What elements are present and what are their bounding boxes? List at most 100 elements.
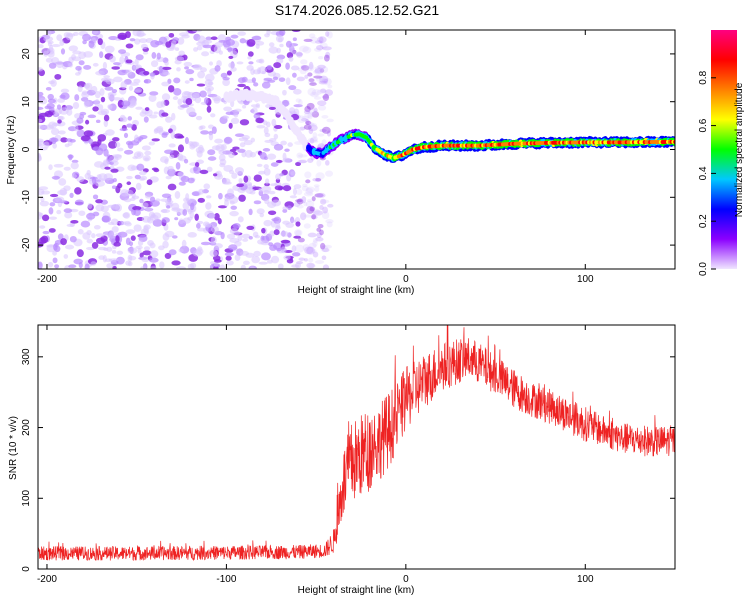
noise-blob: [141, 256, 150, 263]
noise-blob: [58, 130, 66, 135]
noise-blob: [159, 261, 165, 269]
noise-blob: [192, 30, 203, 33]
noise-blob: [91, 233, 96, 239]
noise-blob: [258, 261, 268, 265]
noise-blob: [304, 112, 313, 118]
noise-blob: [271, 217, 280, 222]
noise-blob: [136, 163, 145, 171]
noise-blob: [167, 183, 177, 191]
noise-blob: [263, 164, 269, 169]
noise-blob: [91, 85, 98, 93]
noise-blob: [86, 229, 92, 236]
noise-blob: [236, 61, 244, 65]
noise-blob: [232, 230, 241, 236]
noise-blob: [303, 258, 308, 262]
noise-blob: [321, 114, 329, 119]
noise-blob: [195, 115, 203, 121]
noise-blob: [189, 144, 196, 150]
noise-blob: [77, 229, 84, 235]
noise-blob: [125, 43, 134, 49]
noise-blob: [180, 175, 190, 183]
noise-blob: [280, 230, 289, 237]
noise-blob: [298, 154, 308, 158]
noise-blob: [99, 143, 108, 152]
noise-blob: [306, 102, 315, 110]
noise-blob: [247, 56, 252, 60]
noise-blob: [273, 125, 283, 130]
noise-blob: [134, 134, 139, 143]
noise-blob: [303, 191, 314, 197]
noise-blob: [49, 216, 58, 220]
noise-blob: [212, 95, 222, 102]
noise-blob: [209, 249, 218, 258]
noise-blob: [164, 252, 172, 260]
noise-blob: [150, 213, 156, 219]
noise-blob: [242, 260, 250, 265]
noise-blob: [95, 180, 106, 187]
noise-blob: [115, 256, 125, 265]
noise-blob: [237, 31, 247, 36]
noise-blob: [158, 65, 163, 74]
noise-blob: [125, 229, 136, 234]
noise-blob: [296, 76, 305, 82]
noise-blob: [288, 56, 294, 62]
spectrogram-y-tick-label: 0: [21, 146, 32, 152]
noise-blob: [117, 147, 124, 152]
noise-blob: [320, 245, 329, 252]
noise-blob: [256, 125, 266, 129]
noise-blob: [316, 232, 322, 238]
noise-blob: [317, 36, 327, 43]
noise-blob: [69, 235, 77, 243]
noise-blob: [277, 186, 283, 191]
noise-blob: [253, 200, 262, 205]
noise-blob: [78, 51, 87, 59]
noise-blob: [174, 47, 180, 52]
noise-blob: [38, 112, 49, 117]
noise-blob: [305, 118, 310, 125]
noise-blob: [302, 243, 310, 252]
noise-blob: [46, 102, 55, 109]
noise-blob: [308, 61, 314, 70]
noise-blob: [52, 257, 58, 264]
noise-blob: [319, 42, 328, 49]
noise-blob: [292, 37, 297, 42]
noise-blob: [103, 114, 110, 122]
noise-blob: [165, 175, 172, 180]
noise-blob: [171, 260, 181, 266]
noise-blob: [38, 124, 45, 130]
noise-blob: [178, 218, 184, 225]
noise-blob: [247, 51, 254, 57]
noise-blob: [144, 107, 150, 112]
noise-blob: [121, 100, 131, 107]
noise-blob: [75, 72, 81, 76]
noise-blob: [294, 244, 305, 253]
snr-x-ticks: -200 -100 0 100: [37, 325, 594, 585]
noise-blob: [314, 40, 323, 44]
figure-title: S174.2026.085.12.52.G21: [275, 2, 439, 18]
noise-blob: [314, 185, 320, 192]
noise-blob: [208, 61, 214, 66]
noise-blob: [162, 240, 169, 249]
noise-blob: [178, 248, 184, 253]
noise-blob: [204, 97, 209, 104]
spectrogram-x-tick-label: -100: [216, 274, 236, 285]
noise-blob: [38, 261, 43, 269]
noise-blob: [317, 100, 327, 106]
noise-blob: [133, 65, 140, 70]
noise-blob: [282, 99, 290, 107]
spectrogram-y-tick-label: -10: [21, 190, 32, 205]
noise-blob: [214, 65, 221, 72]
noise-blob: [313, 208, 321, 215]
noise-blob: [135, 106, 143, 110]
noise-blob: [314, 66, 321, 71]
noise-blob: [181, 239, 187, 248]
noise-blob: [268, 242, 274, 247]
noise-blob: [269, 230, 275, 237]
noise-blob: [69, 192, 74, 198]
noise-blob: [325, 31, 330, 37]
noise-blob: [191, 191, 200, 197]
noise-blob: [81, 91, 90, 98]
noise-blob: [141, 145, 151, 151]
noise-blob: [171, 235, 178, 239]
noise-blob: [115, 235, 120, 243]
